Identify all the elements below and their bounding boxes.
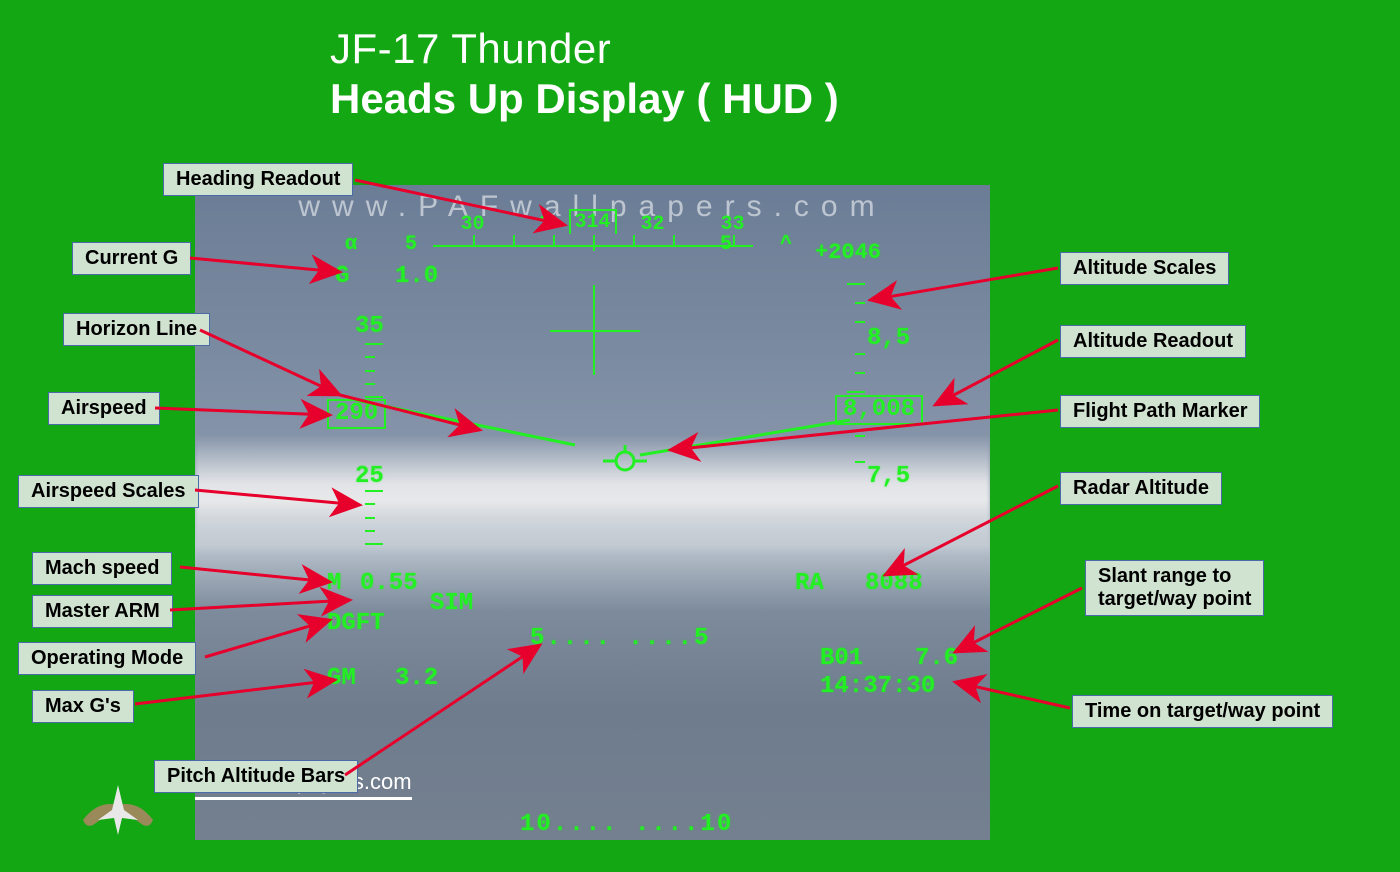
- altitude-readout: 8,008: [843, 396, 915, 423]
- g-value: 1.0: [395, 263, 438, 290]
- pitch-5: 5.... ....5: [530, 625, 710, 652]
- title-line2: Heads Up Display ( HUD ): [330, 75, 839, 123]
- title-block: JF-17 Thunder Heads Up Display ( HUD ): [330, 25, 839, 123]
- airspeed-ticks-upper: [365, 343, 385, 398]
- heading-readout-box: 314: [568, 209, 616, 234]
- br-id: B01: [820, 645, 863, 672]
- boresight-h: [550, 330, 640, 332]
- pitch-10: 10.... ....10: [520, 811, 733, 838]
- callout-master-arm: Master ARM: [32, 595, 173, 628]
- callout-slant-range-l2: target/way point: [1098, 588, 1251, 610]
- callout-heading-readout: Heading Readout: [163, 163, 353, 196]
- callout-altitude-scales: Altitude Scales: [1060, 252, 1229, 285]
- heading-scale: 30 3 314 32 33: [393, 235, 793, 265]
- callout-pitch-bars: Pitch Altitude Bars: [154, 760, 358, 793]
- heading-five-right: 5: [720, 233, 732, 256]
- airspeed-readout: 290: [335, 400, 378, 427]
- heading-readout-value: 314: [574, 211, 610, 234]
- callout-horizon-line: Horizon Line: [63, 313, 210, 346]
- callout-max-gs: Max G's: [32, 690, 134, 723]
- cloud-band: [195, 435, 990, 555]
- callout-mach-speed: Mach speed: [32, 552, 172, 585]
- gm-value: 3.2: [395, 665, 438, 692]
- altitude-upper: 8,5: [867, 325, 910, 352]
- ra-label: RA: [795, 570, 824, 597]
- callout-time-on-target: Time on target/way point: [1072, 695, 1333, 728]
- altitude-readout-box: 8,008: [835, 395, 923, 425]
- br-range: 7.6: [915, 645, 958, 672]
- callout-slant-range: Slant range to target/way point: [1085, 560, 1264, 616]
- br-time: 14:37:30: [820, 673, 935, 700]
- jet-emblem-icon: [78, 780, 158, 840]
- title-line1: JF-17 Thunder: [330, 25, 839, 73]
- altitude-lower: 7,5: [867, 463, 910, 490]
- callout-airspeed: Airspeed: [48, 392, 160, 425]
- heading-label-32: 32: [640, 213, 664, 236]
- airspeed-upper: 35: [355, 313, 384, 340]
- altitude-ticks-top: [845, 283, 865, 323]
- ra-value: 8088: [865, 570, 923, 597]
- callout-slant-range-l1: Slant range to: [1098, 565, 1231, 587]
- airspeed-lower: 25: [355, 463, 384, 490]
- flight-path-marker: [595, 443, 655, 473]
- altitude-ticks-lower: [845, 435, 865, 463]
- mach-label: M: [327, 570, 341, 597]
- gm-label: GM: [327, 665, 356, 692]
- hud-frame: www.PAFwallpapers.com 30 3 314 32 33 α 5…: [195, 185, 990, 840]
- sim-label: SIM: [430, 590, 473, 617]
- heading-caret: ^: [780, 233, 792, 256]
- heading-label-30: 30: [460, 213, 484, 236]
- airspeed-ticks-lower: [365, 490, 385, 545]
- heading-plus-val: +2046: [815, 240, 881, 265]
- callout-airspeed-scales: Airspeed Scales: [18, 475, 199, 508]
- callout-altitude-readout: Altitude Readout: [1060, 325, 1246, 358]
- mode-label: DGFT: [327, 610, 385, 637]
- g-label: G: [335, 263, 349, 290]
- heading-label-3: 3: [538, 213, 550, 236]
- airspeed-readout-box: 290: [327, 399, 386, 429]
- callout-operating-mode: Operating Mode: [18, 642, 196, 675]
- mach-value: 0.55: [360, 570, 418, 597]
- alpha-five: 5: [405, 233, 417, 256]
- alpha-symbol: α: [345, 233, 357, 256]
- altitude-ticks-mid: [845, 353, 865, 393]
- callout-flight-path-marker: Flight Path Marker: [1060, 395, 1260, 428]
- callout-radar-altitude: Radar Altitude: [1060, 472, 1222, 505]
- callout-current-g: Current G: [72, 242, 191, 275]
